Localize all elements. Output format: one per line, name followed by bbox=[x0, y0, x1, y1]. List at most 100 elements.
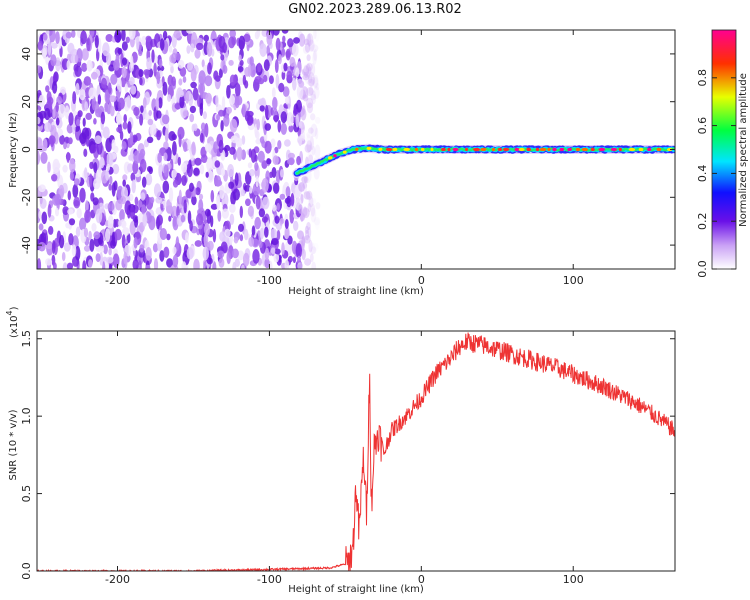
signal-hotspot bbox=[502, 147, 510, 152]
signal-hotspot bbox=[559, 147, 565, 152]
noise-blob bbox=[156, 130, 162, 141]
noise-blob bbox=[306, 87, 314, 97]
noise-blob bbox=[273, 115, 280, 122]
noise-blob bbox=[192, 87, 199, 101]
noise-blob bbox=[199, 132, 204, 143]
noise-blob bbox=[233, 236, 239, 244]
signal-hotspot bbox=[378, 147, 383, 151]
noise-blob bbox=[315, 202, 321, 210]
noise-blob bbox=[37, 150, 40, 165]
noise-blob bbox=[130, 85, 137, 95]
noise-blob bbox=[143, 69, 150, 76]
noise-blob bbox=[301, 129, 305, 142]
noise-blob bbox=[169, 158, 174, 173]
noise-blob bbox=[306, 102, 314, 114]
signal-hotspot bbox=[497, 147, 502, 152]
noise-blob bbox=[264, 258, 270, 269]
noise-blob bbox=[47, 161, 51, 173]
noise-blob bbox=[310, 113, 316, 121]
noise-blob bbox=[136, 36, 140, 51]
noise-blob bbox=[44, 122, 52, 133]
noise-blob bbox=[278, 82, 285, 93]
noise-blob bbox=[259, 43, 267, 57]
noise-blob bbox=[216, 114, 221, 121]
noise-blob bbox=[172, 246, 177, 255]
noise-blob bbox=[292, 77, 297, 91]
noise-blob bbox=[288, 124, 294, 133]
noise-blob bbox=[238, 35, 246, 50]
noise-blob bbox=[229, 30, 236, 38]
noise-blob bbox=[138, 69, 144, 78]
noise-blob bbox=[264, 104, 269, 119]
noise-blob bbox=[69, 158, 76, 173]
colorbar-tick-label: 0.8 bbox=[696, 69, 709, 87]
noise-blob bbox=[218, 258, 225, 268]
signal-hotspot bbox=[333, 154, 337, 158]
signal-hotspot bbox=[430, 147, 434, 152]
noise-blob bbox=[304, 258, 312, 266]
noise-blob bbox=[309, 242, 315, 255]
noise-blob bbox=[86, 37, 91, 52]
noise-blob bbox=[134, 216, 139, 228]
noise-blob bbox=[201, 154, 208, 164]
snr-panel: -200 -100 0 100 0.0 0.5 1.0 1.5 Height of strai… bbox=[5, 306, 676, 595]
noise-blob bbox=[204, 222, 210, 236]
noise-blob bbox=[145, 35, 152, 42]
noise-blob bbox=[75, 245, 81, 261]
noise-blob bbox=[177, 59, 185, 69]
noise-blob bbox=[309, 197, 317, 205]
signal-hotspot bbox=[610, 147, 618, 152]
noise-blob bbox=[88, 230, 92, 241]
noise-blob bbox=[84, 209, 92, 223]
noise-blob bbox=[145, 247, 152, 261]
noise-blob bbox=[111, 139, 116, 151]
noise-blob bbox=[207, 170, 214, 183]
noise-blob bbox=[254, 216, 261, 230]
noise-blob bbox=[189, 105, 196, 114]
noise-blob bbox=[62, 262, 68, 269]
noise-blob bbox=[306, 131, 312, 139]
noise-blob bbox=[68, 218, 76, 226]
noise-blob bbox=[97, 94, 102, 105]
noise-blob bbox=[221, 96, 226, 111]
noise-blob bbox=[193, 258, 200, 269]
noise-blob bbox=[248, 236, 255, 247]
noise-blob bbox=[108, 183, 112, 191]
noise-blob bbox=[269, 171, 273, 178]
signal-hotspot bbox=[403, 147, 410, 152]
noise-blob bbox=[305, 63, 311, 78]
noise-blob bbox=[147, 118, 154, 126]
noise-blob bbox=[232, 261, 237, 269]
noise-blob bbox=[52, 81, 58, 94]
noise-blob bbox=[310, 123, 318, 137]
noise-blob bbox=[104, 102, 108, 113]
noise-blob bbox=[58, 103, 66, 118]
noise-blob bbox=[107, 215, 114, 229]
noise-blob bbox=[114, 30, 122, 43]
noise-blob bbox=[138, 50, 143, 57]
noise-blob bbox=[102, 42, 110, 57]
noise-blob bbox=[111, 231, 116, 247]
noise-blob bbox=[306, 54, 311, 62]
noise-blob bbox=[221, 208, 229, 219]
noise-blob bbox=[312, 76, 319, 88]
noise-blob bbox=[194, 157, 202, 166]
noise-blob bbox=[302, 105, 306, 115]
snr-series-line bbox=[37, 332, 675, 571]
noise-blob bbox=[304, 74, 312, 85]
noise-blob bbox=[235, 82, 241, 98]
noise-blob bbox=[168, 45, 173, 53]
noise-blob bbox=[310, 203, 316, 217]
noise-blob bbox=[133, 106, 140, 116]
noise-blob bbox=[67, 208, 74, 215]
noise-blob bbox=[91, 71, 98, 80]
noise-blob bbox=[308, 74, 313, 84]
noise-blob bbox=[229, 203, 236, 213]
noise-blob bbox=[198, 193, 204, 200]
colorbar: 0.0 0.2 0.4 0.6 0.8 Normalized spectral ampl… bbox=[696, 29, 749, 278]
noise-blob bbox=[156, 71, 161, 85]
noise-blob bbox=[50, 124, 57, 139]
figure-title: GN02.2023.289.06.13.R02 bbox=[288, 2, 462, 17]
noise-blob bbox=[182, 141, 188, 152]
noise-blob bbox=[50, 42, 58, 49]
